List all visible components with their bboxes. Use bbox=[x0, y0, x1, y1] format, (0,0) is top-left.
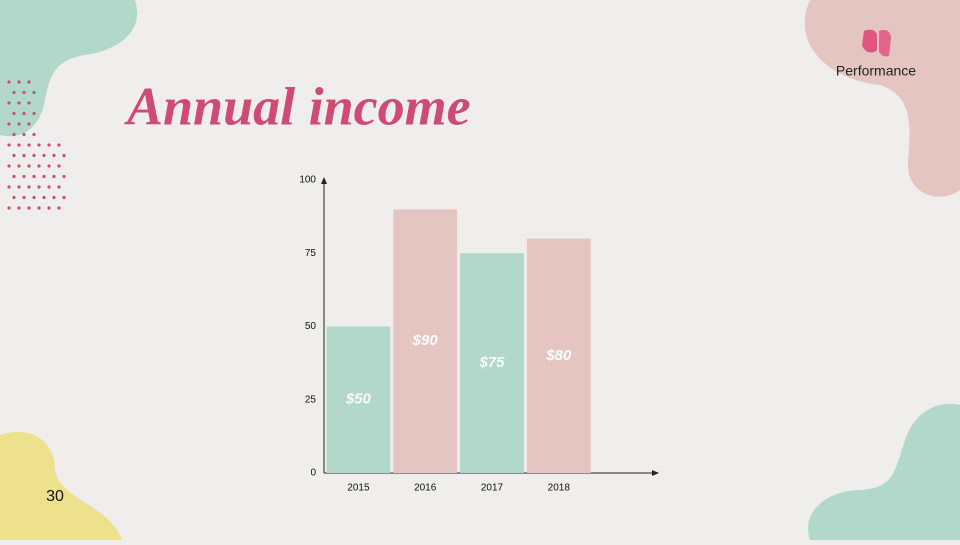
dot bbox=[47, 185, 51, 189]
dot bbox=[27, 185, 31, 189]
value-label: $90 bbox=[412, 332, 439, 349]
x-tick-label: 2018 bbox=[548, 483, 571, 494]
dot bbox=[52, 174, 56, 179]
bar bbox=[526, 238, 591, 473]
y-tick-label: 25 bbox=[305, 394, 317, 405]
dot bbox=[12, 90, 16, 95]
dot bbox=[7, 143, 11, 147]
dot bbox=[12, 111, 16, 116]
dot bbox=[52, 153, 56, 158]
dot bbox=[62, 195, 66, 200]
dot bbox=[32, 132, 36, 137]
dot bbox=[22, 195, 26, 200]
dot bbox=[7, 206, 11, 210]
dot bbox=[27, 143, 31, 147]
dot bbox=[27, 101, 31, 105]
dot bbox=[17, 206, 21, 210]
dot bbox=[47, 206, 51, 210]
y-tick-label: 75 bbox=[305, 248, 317, 259]
dot bbox=[7, 122, 11, 126]
y-tick-label: 100 bbox=[299, 175, 316, 186]
dot bbox=[17, 122, 21, 126]
value-label: $80 bbox=[545, 347, 572, 364]
dot bbox=[52, 195, 56, 200]
dot bbox=[22, 153, 26, 158]
dot bbox=[57, 185, 61, 189]
dot bbox=[17, 143, 21, 147]
dot bbox=[42, 195, 46, 200]
blob-top-left bbox=[0, 0, 138, 137]
blob-top-right bbox=[804, 0, 960, 197]
dot-pattern bbox=[7, 80, 66, 210]
y-tick-label: 0 bbox=[310, 468, 316, 479]
dot bbox=[47, 143, 51, 147]
y-axis-arrow bbox=[321, 177, 327, 184]
dot bbox=[7, 185, 11, 189]
dot bbox=[32, 174, 36, 179]
bar bbox=[393, 209, 458, 474]
dot bbox=[37, 206, 41, 210]
x-tick-label: 2016 bbox=[414, 483, 437, 494]
dot bbox=[27, 206, 31, 210]
blob-bottom-left bbox=[0, 431, 122, 540]
dot bbox=[12, 195, 16, 200]
dot bbox=[37, 143, 41, 147]
dot bbox=[27, 122, 31, 126]
x-tick-label: 2015 bbox=[347, 483, 370, 494]
dot bbox=[12, 132, 16, 137]
dot bbox=[47, 164, 51, 168]
dot bbox=[22, 174, 26, 179]
blob-bottom-right bbox=[808, 403, 960, 540]
dot bbox=[42, 153, 46, 158]
dot bbox=[7, 164, 11, 168]
brand: Performance bbox=[836, 63, 916, 79]
dot bbox=[57, 143, 61, 147]
chart-title: Annual income bbox=[124, 76, 471, 136]
dot bbox=[57, 206, 61, 210]
dot bbox=[17, 80, 21, 84]
dot bbox=[22, 132, 26, 137]
dot bbox=[12, 174, 16, 179]
dot bbox=[57, 164, 61, 168]
bar bbox=[460, 253, 524, 473]
y-tick-label: 50 bbox=[305, 321, 317, 332]
x-tick-label: 2017 bbox=[481, 483, 504, 494]
dot bbox=[12, 153, 16, 158]
page-number: 30 bbox=[46, 488, 64, 505]
dot bbox=[17, 164, 21, 168]
dot bbox=[32, 153, 36, 158]
dot bbox=[32, 90, 36, 95]
dot bbox=[62, 153, 66, 158]
dot bbox=[22, 111, 26, 116]
dot bbox=[37, 164, 41, 168]
x-axis-arrow bbox=[652, 470, 659, 476]
dot bbox=[42, 174, 46, 179]
dot bbox=[62, 174, 66, 179]
dot bbox=[7, 101, 11, 105]
dot bbox=[37, 185, 41, 189]
dot bbox=[32, 111, 36, 116]
bar bbox=[326, 326, 391, 473]
dot bbox=[17, 185, 21, 189]
dot bbox=[27, 164, 31, 168]
dot bbox=[27, 80, 31, 84]
dot bbox=[7, 80, 11, 84]
value-label: $50 bbox=[345, 391, 372, 408]
dot bbox=[17, 101, 21, 105]
dot bbox=[32, 195, 36, 200]
dot bbox=[22, 90, 26, 95]
logo-icon bbox=[862, 29, 891, 57]
value-label: $75 bbox=[478, 354, 505, 371]
